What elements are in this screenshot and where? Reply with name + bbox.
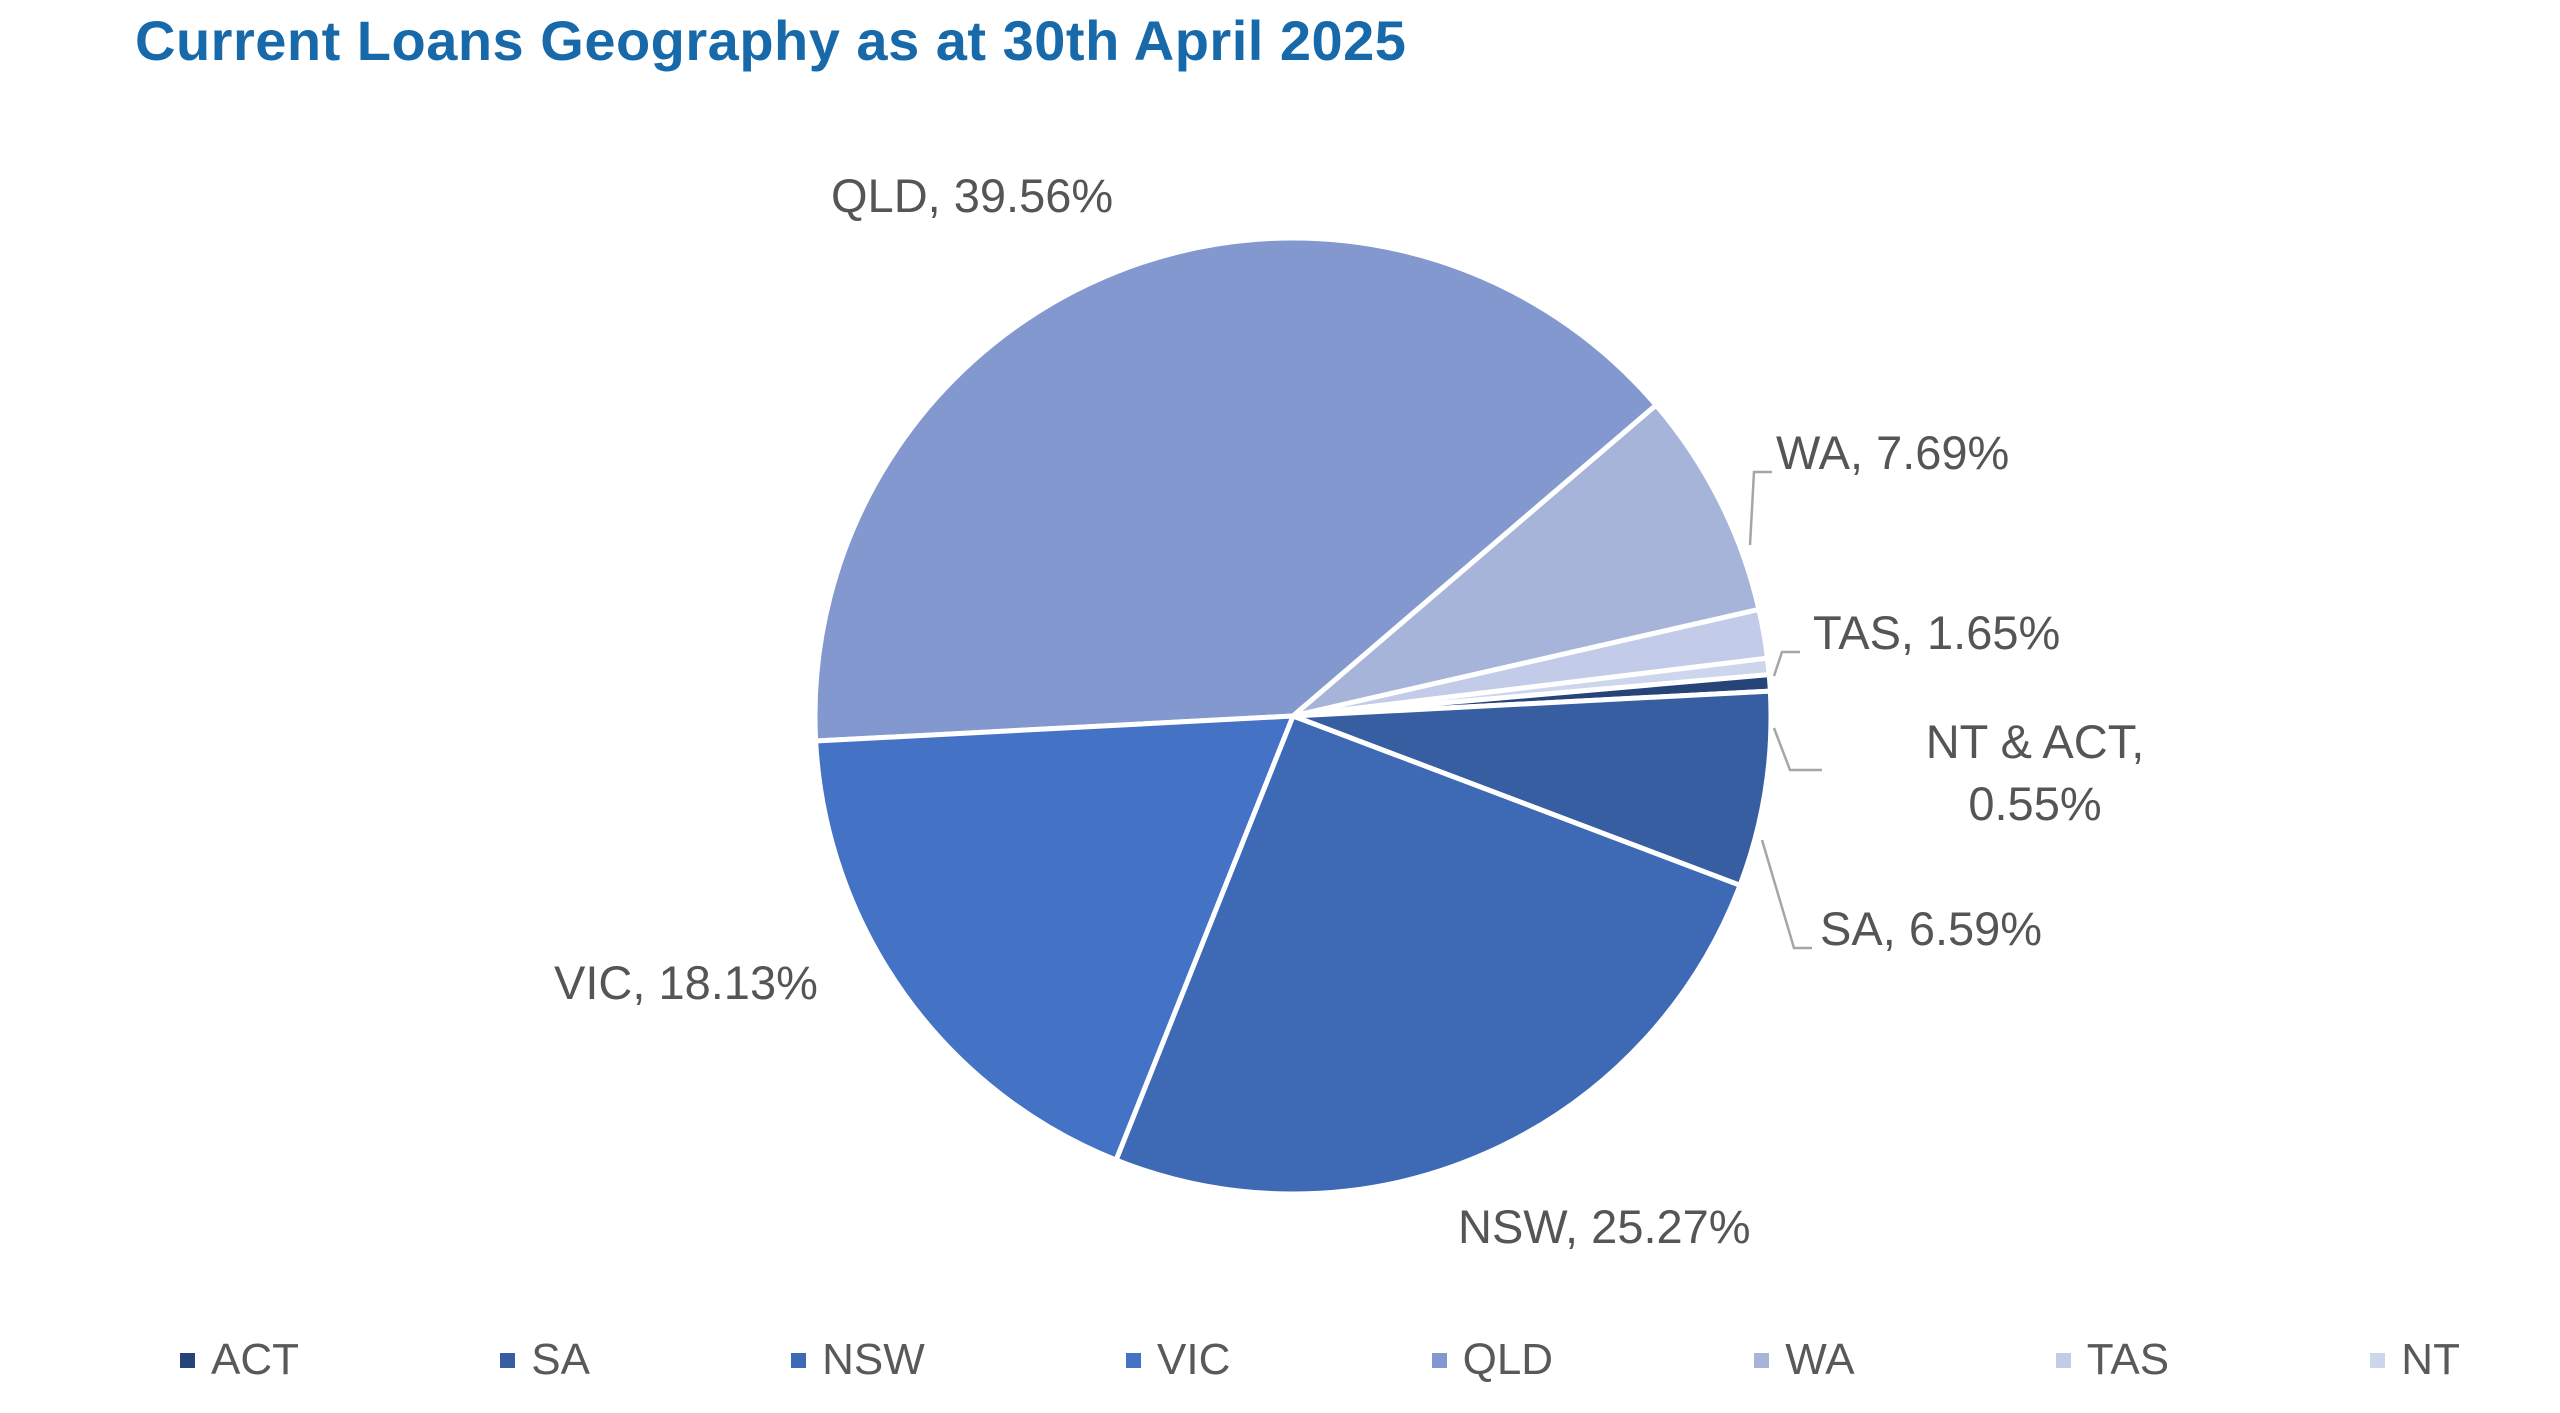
legend-swatch bbox=[500, 1352, 516, 1368]
label-qld: QLD, 39.56% bbox=[831, 169, 1113, 222]
legend-label: VIC bbox=[1157, 1335, 1231, 1384]
legend-item-nt: NT bbox=[2370, 1335, 2460, 1385]
pie-slices bbox=[812, 235, 1774, 1197]
pie-slice-vic bbox=[813, 713, 1296, 1163]
leader-line-sa bbox=[1760, 839, 1812, 950]
legend-label: NSW bbox=[822, 1335, 925, 1384]
label-tas: TAS, 1.65% bbox=[1813, 606, 2060, 659]
pie-slice-nsw bbox=[1113, 713, 1743, 1197]
legend-swatch bbox=[2055, 1352, 2071, 1368]
legend-swatch bbox=[2370, 1352, 2386, 1368]
legend-label: QLD bbox=[1462, 1335, 1554, 1384]
legend-swatch bbox=[1126, 1352, 1142, 1368]
pie-slice-qld bbox=[812, 235, 1659, 744]
legend-label: WA bbox=[1785, 1335, 1855, 1384]
legend-label: SA bbox=[531, 1335, 590, 1384]
leader-lines bbox=[1748, 470, 1822, 950]
legend-swatch bbox=[791, 1352, 807, 1368]
legend-label: ACT bbox=[211, 1335, 299, 1384]
legend-item-vic: VIC bbox=[1126, 1335, 1230, 1385]
label-vic: VIC, 18.13% bbox=[554, 956, 818, 1009]
legend-label: TAS bbox=[2086, 1335, 2170, 1384]
label-nt-act: NT & ACT, 0.55% bbox=[1926, 715, 2145, 830]
legend-item-tas: TAS bbox=[2055, 1335, 2170, 1385]
legend-label: NT bbox=[2401, 1335, 2460, 1384]
legend-swatch bbox=[180, 1352, 195, 1368]
label-sa: SA, 6.59% bbox=[1820, 902, 2042, 955]
legend-item-sa: SA bbox=[500, 1335, 590, 1385]
legend-item-qld: QLD bbox=[1431, 1335, 1554, 1385]
slice-labels: QLD, 39.56% WA, 7.69% TAS, 1.65% NT & AC… bbox=[554, 169, 2144, 1253]
chart-legend: ACT SA NSW VIC QLD WA TAS NT bbox=[180, 1330, 2460, 1390]
chart-title: Current Loans Geography as at 30th April… bbox=[135, 9, 1407, 72]
legend-swatch bbox=[1431, 1352, 1447, 1368]
label-nsw: NSW, 25.27% bbox=[1458, 1200, 1751, 1253]
legend-swatch bbox=[1754, 1352, 1770, 1368]
pie-slice-wa bbox=[1290, 402, 1762, 719]
leader-line-nt-act bbox=[1772, 727, 1822, 772]
legend-item-wa: WA bbox=[1754, 1335, 1855, 1385]
legend-item-nsw: NSW bbox=[791, 1335, 925, 1385]
leader-line-tas bbox=[1772, 650, 1800, 677]
legend-item-act: ACT bbox=[180, 1335, 299, 1385]
pie-slice-sa bbox=[1290, 688, 1774, 888]
leader-line-wa bbox=[1748, 470, 1772, 546]
label-wa: WA, 7.69% bbox=[1776, 426, 2009, 479]
